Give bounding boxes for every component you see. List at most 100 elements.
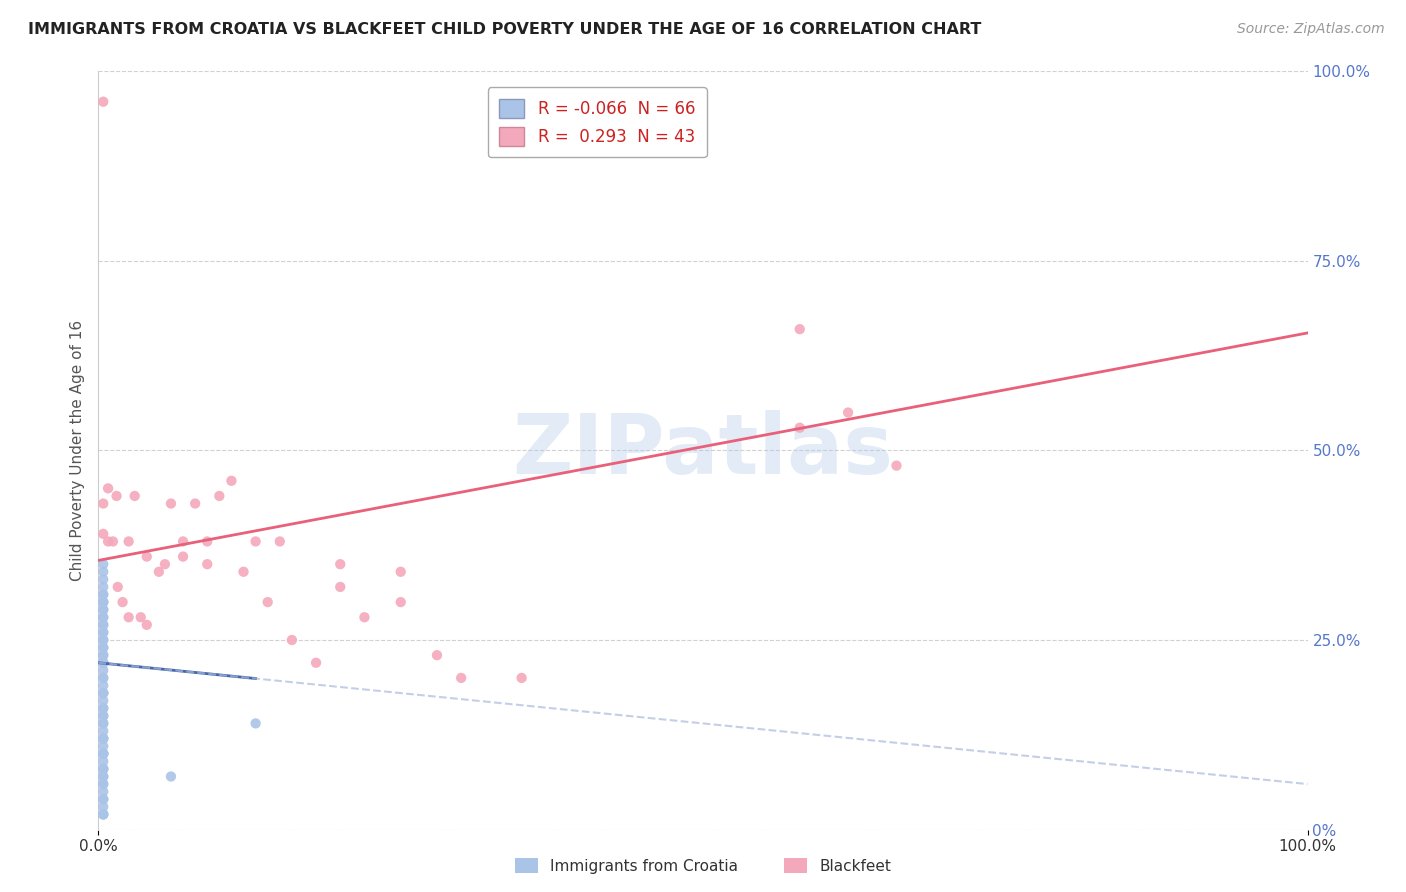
Point	[329, 580, 352, 594]
Point	[353, 610, 375, 624]
Point	[91, 664, 114, 678]
Point	[91, 762, 114, 776]
Point	[107, 580, 129, 594]
Point	[91, 694, 114, 708]
Point	[91, 625, 114, 640]
Point	[389, 565, 412, 579]
Point	[91, 565, 114, 579]
Point	[221, 474, 243, 488]
Point	[124, 489, 146, 503]
Point	[510, 671, 533, 685]
Point	[91, 526, 114, 541]
Point	[91, 792, 114, 806]
Point	[91, 762, 114, 776]
Point	[91, 648, 114, 662]
Point	[389, 595, 412, 609]
Point	[91, 610, 114, 624]
Point	[91, 747, 114, 761]
Point	[208, 489, 231, 503]
Point	[91, 747, 114, 761]
Point	[837, 405, 859, 420]
Point	[91, 678, 114, 692]
Point	[91, 777, 114, 791]
Text: Source: ZipAtlas.com: Source: ZipAtlas.com	[1237, 22, 1385, 37]
Point	[91, 656, 114, 670]
Point	[91, 769, 114, 784]
Point	[91, 633, 114, 648]
Text: ZIPatlas: ZIPatlas	[513, 410, 893, 491]
Point	[91, 603, 114, 617]
Y-axis label: Child Poverty Under the Age of 16: Child Poverty Under the Age of 16	[69, 320, 84, 581]
Point	[97, 534, 120, 549]
Point	[195, 557, 218, 572]
Point	[135, 549, 157, 564]
Point	[91, 762, 114, 776]
Point	[97, 482, 120, 496]
Point	[91, 610, 114, 624]
Point	[111, 595, 134, 609]
Point	[184, 496, 207, 510]
Point	[245, 534, 267, 549]
Point	[91, 671, 114, 685]
Point	[118, 534, 141, 549]
Point	[91, 731, 114, 746]
Point	[91, 656, 114, 670]
Point	[232, 565, 254, 579]
Point	[91, 708, 114, 723]
Point	[91, 724, 114, 739]
Point	[91, 769, 114, 784]
Point	[91, 807, 114, 822]
Point	[91, 588, 114, 602]
Point	[91, 777, 114, 791]
Point	[148, 565, 170, 579]
Point	[153, 557, 176, 572]
Point	[426, 648, 449, 662]
Point	[91, 716, 114, 731]
Point	[91, 708, 114, 723]
Point	[91, 648, 114, 662]
Point	[305, 656, 328, 670]
Legend: Immigrants from Croatia, Blackfeet: Immigrants from Croatia, Blackfeet	[509, 852, 897, 880]
Point	[160, 769, 183, 784]
Point	[91, 747, 114, 761]
Point	[91, 625, 114, 640]
Point	[91, 557, 114, 572]
Point	[91, 731, 114, 746]
Point	[91, 640, 114, 655]
Point	[329, 557, 352, 572]
Point	[91, 701, 114, 715]
Text: IMMIGRANTS FROM CROATIA VS BLACKFEET CHILD POVERTY UNDER THE AGE OF 16 CORRELATI: IMMIGRANTS FROM CROATIA VS BLACKFEET CHI…	[28, 22, 981, 37]
Point	[91, 755, 114, 769]
Point	[789, 421, 811, 435]
Point	[91, 686, 114, 700]
Point	[91, 731, 114, 746]
Point	[91, 588, 114, 602]
Point	[789, 322, 811, 336]
Point	[91, 573, 114, 587]
Point	[160, 496, 183, 510]
Legend: R = -0.066  N = 66, R =  0.293  N = 43: R = -0.066 N = 66, R = 0.293 N = 43	[488, 87, 707, 158]
Point	[91, 603, 114, 617]
Point	[91, 701, 114, 715]
Point	[172, 549, 194, 564]
Point	[91, 633, 114, 648]
Point	[91, 807, 114, 822]
Point	[245, 716, 267, 731]
Point	[91, 95, 114, 109]
Point	[91, 617, 114, 632]
Point	[91, 496, 114, 510]
Point	[91, 671, 114, 685]
Point	[91, 617, 114, 632]
Point	[129, 610, 152, 624]
Point	[91, 739, 114, 753]
Point	[91, 800, 114, 814]
Point	[91, 747, 114, 761]
Point	[195, 534, 218, 549]
Point	[91, 595, 114, 609]
Point	[101, 534, 124, 549]
Point	[256, 595, 278, 609]
Point	[91, 792, 114, 806]
Point	[118, 610, 141, 624]
Point	[91, 656, 114, 670]
Point	[91, 595, 114, 609]
